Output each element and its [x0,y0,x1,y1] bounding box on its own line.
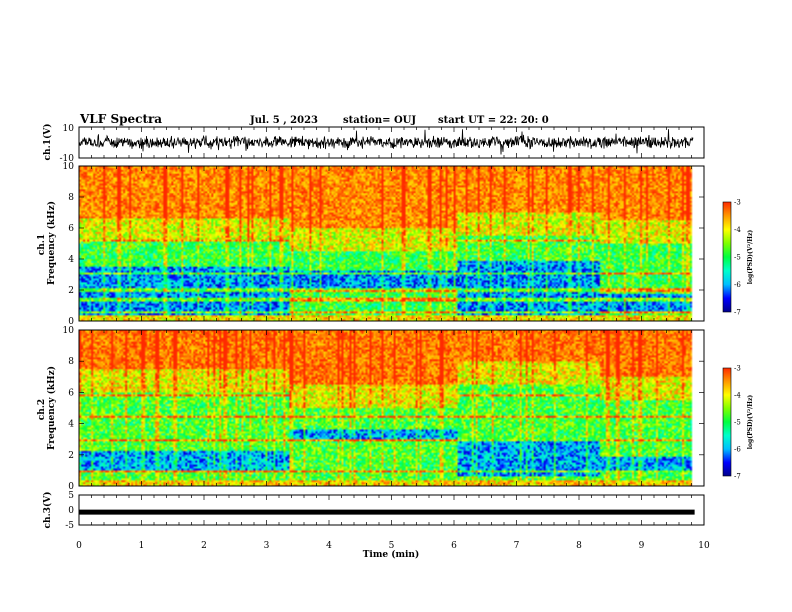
frequency-tick-label: 2 [68,286,74,296]
frequency-tick-label: 10 [63,326,75,336]
ch1-spectrogram-ylabel-unit: Frequency (kHz) [46,201,57,285]
ch1-spectrogram-panel: 0 2 4 6 8 10 ch.1 Frequency (kHz) -3 -4 -5 -6 -7 … [37,162,754,327]
ch3-ytick-label: -5 [65,521,74,531]
x-axis-label: Time (min) [363,549,420,560]
ch1-colorbar-fill [722,201,732,313]
frequency-tick-label: 8 [68,357,74,367]
colorbar-tick-label: -3 [734,199,741,207]
time-tick-label: 3 [264,541,270,551]
frequency-tick-label: 4 [68,420,74,430]
colorbar-tick-label: -5 [734,254,741,262]
ch3-ytick-label: 0 [68,506,74,516]
frequency-tick-label: 6 [68,388,74,398]
colorbar-tick-label: -7 [734,473,741,481]
ch3-waveform-yticklabels: 5 0 -5 [65,491,74,531]
ch2-colorbar-label: log(PSD)(V²/Hz) [747,395,754,450]
ch1-waveform-ticks [78,127,705,158]
time-tick-label: 2 [201,541,207,551]
ch1-spectrogram-ylabel-channel: ch.1 [37,234,47,255]
colorbar-tick-label: -6 [734,281,741,289]
frequency-tick-label: 0 [68,317,74,327]
time-tick-label: 7 [514,541,520,551]
ch2-spectrogram-panel: 0 2 4 6 8 10 ch.2 Frequency (kHz) -3 -4 -5 -6 -7 … [37,326,754,492]
station-label: station= OUJ [343,115,416,126]
x-axis-ticklabels: 0 1 2 3 4 5 6 7 8 9 10 [76,541,710,551]
time-tick-label: 10 [698,541,710,551]
time-tick-label: 0 [76,541,82,551]
ch1-colorbar: -3 -4 -5 -6 -7 log(PSD)(V²/Hz) [722,199,754,317]
ch2-colorbar-ticks: -3 -4 -5 -6 -7 [734,365,741,481]
time-tick-label: 5 [389,541,395,551]
ch1-spectrogram-yticklabels: 0 2 4 6 8 10 [63,162,704,327]
ch2-colorbar-fill [722,367,732,477]
ch2-spectrogram-ylabel-channel: ch.2 [37,399,47,420]
colorbar-tick-label: -4 [734,392,741,400]
ch3-waveform-ylabel: ch.3(V) [42,492,53,529]
ch1-spectrogram-ticks [78,166,705,321]
colorbar-tick-label: -5 [734,419,741,427]
colorbar-tick-label: -6 [734,446,741,454]
frequency-tick-label: 10 [63,162,75,172]
start-time-label: start UT = 22: 20: 0 [438,115,549,126]
figure-title: VLF Spectra [79,112,162,126]
time-tick-label: 9 [639,541,645,551]
frequency-tick-label: 6 [68,224,74,234]
ch1-spectrogram-ylabel: ch.1 Frequency (kHz) [37,201,57,285]
colorbar-tick-label: -4 [734,226,741,234]
ch2-spectrogram-ylabel-unit: Frequency (kHz) [46,366,57,450]
ch3-waveform-panel: 50-5 0 1 2 3 4 5 6 7 8 9 10 ch.3(V) Time (min) [42,491,710,560]
time-tick-label: 6 [451,541,457,551]
ch1-waveform-ylabel: ch.1(V) [42,124,53,161]
ch1-spectrogram-image [79,166,704,321]
date-label: Jul. 5 , 2023 [249,115,318,126]
ch3-ytick-label: 5 [68,491,74,501]
colorbar-tick-label: -3 [734,365,741,373]
ch1-waveform-panel: 10 -10 ch.1(V) [42,124,705,164]
ch3-waveform-ticks [78,495,705,525]
ch1-colorbar-ticks: -3 -4 -5 -6 -7 [734,199,741,317]
time-tick-label: 1 [139,541,145,551]
ch2-colorbar: -3 -4 -5 -6 -7 log(PSD)(V²/Hz) [722,365,754,481]
frequency-tick-label: 0 [68,482,74,492]
frequency-tick-label: 8 [68,193,74,203]
frequency-tick-label: 4 [68,255,74,265]
ch2-spectrogram-ylabel: ch.2 Frequency (kHz) [37,366,57,450]
ch1-ytick-bottom: -10 [60,154,75,164]
ch1-waveform-line [78,129,694,155]
colorbar-tick-label: -7 [734,309,741,317]
time-tick-label: 4 [326,541,332,551]
ch2-spectrogram-ticks [78,330,705,486]
frequency-tick-label: 2 [68,451,74,461]
ch1-ytick-top: 10 [63,124,75,134]
time-tick-label: 8 [576,541,582,551]
ch1-colorbar-label: log(PSD)(V²/Hz) [747,230,754,285]
ch2-spectrogram-yticklabels: 0 2 4 6 8 10 [63,326,704,492]
ch2-spectrogram-image [79,330,704,486]
